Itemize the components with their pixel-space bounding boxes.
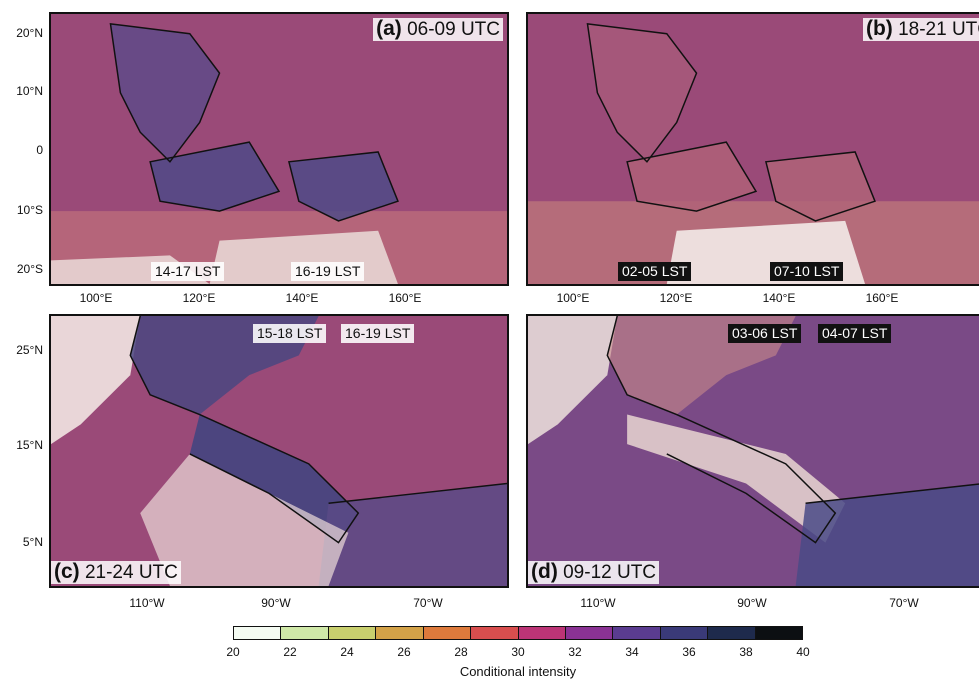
map-panel-b: (b) 18-21 UTC 02-05 LST 07-10 LST — [526, 12, 979, 286]
lon-tick: 70°W — [889, 596, 919, 610]
lon-tick: 90°W — [261, 596, 291, 610]
colorbar-label: Conditional intensity — [459, 664, 577, 679]
colorbar-tick-label: 30 — [511, 645, 525, 659]
lst-label: 03-06 LST — [728, 324, 802, 343]
lon-tick: 110°W — [580, 596, 616, 610]
lst-label: 15-18 LST — [253, 324, 327, 343]
land-mexico-north — [51, 316, 141, 445]
colorbar-tick-label: 40 — [796, 645, 810, 659]
colorbar-segment — [376, 627, 424, 639]
colorbar-tick-label: 34 — [625, 645, 639, 659]
land-new-guinea — [288, 151, 398, 221]
lat-tick: 0 — [36, 143, 43, 157]
lat-tick: 5°N — [22, 535, 43, 549]
lat-tick: 10°N — [16, 84, 43, 98]
colorbar-segment — [755, 627, 803, 639]
intensity-field-c — [51, 316, 507, 586]
lat-tick: 15°N — [16, 438, 43, 452]
panel-label-d: (d) 09-12 UTC — [528, 561, 660, 584]
colorbar — [233, 626, 803, 640]
land-central-america — [189, 414, 359, 543]
colorbar-segment — [518, 627, 566, 639]
lon-tick: 110°W — [129, 596, 165, 610]
land-south-america — [318, 483, 507, 586]
lon-tick: 70°W — [413, 596, 443, 610]
panel-label-c: (c) 21-24 UTC — [51, 561, 181, 584]
intensity-field-d — [528, 316, 979, 586]
map-panel-c: 15-18 LST 16-19 LST (c) 21-24 UTC — [49, 314, 509, 588]
lon-tick: 160°E — [388, 291, 422, 305]
colorbar-tick-label: 36 — [682, 645, 696, 659]
colorbar-segment — [328, 627, 377, 639]
panel-label-b: (b) 18-21 UTC — [862, 18, 979, 41]
lst-label: 16-19 LST — [291, 262, 365, 281]
lon-tick: 100°E — [79, 291, 113, 305]
panel-label-a: (a) 06-09 UTC — [373, 18, 503, 41]
colorbar-tick-label: 22 — [283, 645, 297, 659]
lon-tick: 120°E — [182, 291, 216, 305]
colorbar-tick-label: 26 — [397, 645, 411, 659]
lst-label: 16-19 LST — [341, 324, 415, 343]
colorbar-tick-label: 32 — [568, 645, 582, 659]
lon-tick: 100°E — [556, 291, 590, 305]
colorbar-segment — [281, 627, 329, 639]
map-panel-a: (a) 06-09 UTC 14-17 LST 16-19 LST — [49, 12, 509, 286]
lat-tick: 20°S — [16, 262, 43, 276]
colorbar-segment — [471, 627, 519, 639]
land-borneo-sumatra — [150, 142, 279, 212]
colorbar-segment — [234, 627, 282, 639]
lat-tick: 25°N — [16, 343, 43, 357]
lat-tick: 20°N — [16, 26, 43, 40]
colorbar-segment — [660, 627, 709, 639]
colorbar-segment — [423, 627, 472, 639]
lst-label: 14-17 LST — [151, 262, 225, 281]
lat-tick: 10°S — [16, 203, 43, 217]
lst-label: 02-05 LST — [618, 262, 692, 281]
lon-tick: 140°E — [762, 291, 796, 305]
colorbar-segment — [565, 627, 614, 639]
colorbar-tick-label: 24 — [340, 645, 354, 659]
intensity-field-b — [528, 14, 979, 284]
lst-label: 07-10 LST — [770, 262, 844, 281]
lon-tick: 120°E — [659, 291, 693, 305]
colorbar-tick-label: 20 — [226, 645, 240, 659]
intensity-field-a — [51, 14, 507, 284]
lon-tick: 160°E — [865, 291, 899, 305]
colorbar-tick-label: 28 — [454, 645, 468, 659]
colorbar-tick-label: 38 — [739, 645, 753, 659]
lon-tick: 90°W — [737, 596, 767, 610]
lst-label: 04-07 LST — [818, 324, 892, 343]
lon-tick: 140°E — [285, 291, 319, 305]
colorbar-segment — [708, 627, 756, 639]
map-panel-d: 03-06 LST 04-07 LST (d) 09-12 UTC — [526, 314, 979, 588]
colorbar-segment — [613, 627, 661, 639]
